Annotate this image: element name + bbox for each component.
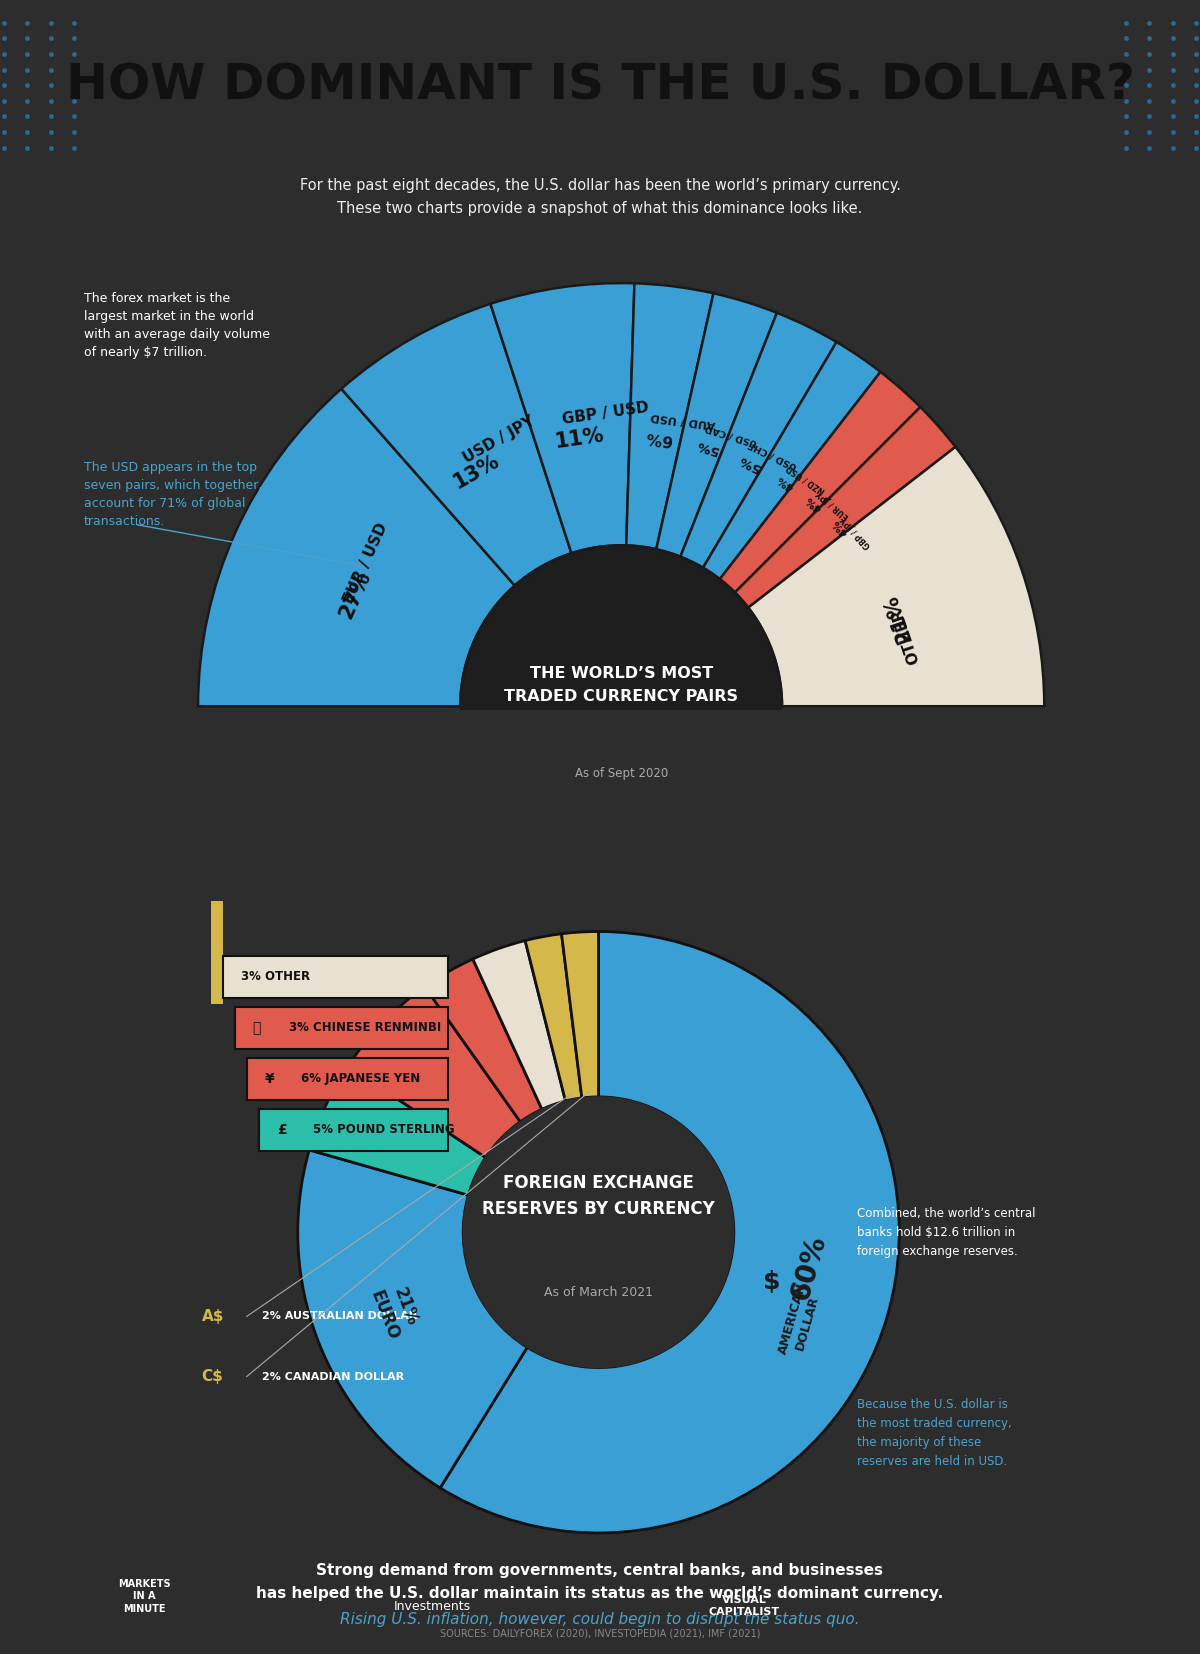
- Text: 5%: 5%: [737, 452, 762, 473]
- Text: The forex market is the
largest market in the world
with an average daily volume: The forex market is the largest market i…: [84, 291, 270, 359]
- Text: 13%: 13%: [450, 450, 503, 491]
- Text: THE WORLD’S MOST
TRADED CURRENCY PAIRS: THE WORLD’S MOST TRADED CURRENCY PAIRS: [504, 667, 738, 703]
- Bar: [222, 956, 448, 997]
- Wedge shape: [348, 987, 521, 1158]
- Text: 2% AUSTRALIAN DOLLAR: 2% AUSTRALIAN DOLLAR: [262, 1312, 418, 1322]
- Text: Strong demand from governments, central banks, and businesses
has helped the U.S: Strong demand from governments, central …: [257, 1563, 943, 1601]
- Wedge shape: [198, 389, 515, 706]
- Text: C$: C$: [202, 1370, 223, 1384]
- Text: For the past eight decades, the U.S. dollar has been the world’s primary currenc: For the past eight decades, the U.S. dol…: [300, 177, 900, 217]
- Text: MARKETS
IN A
MINUTE: MARKETS IN A MINUTE: [118, 1580, 170, 1614]
- Wedge shape: [734, 407, 955, 607]
- Text: 4%: 4%: [804, 493, 824, 513]
- Text: 5%: 5%: [695, 438, 720, 457]
- Circle shape: [463, 1097, 734, 1368]
- Wedge shape: [310, 1067, 486, 1196]
- Text: Rising U.S. inflation, however, could begin to disrupt the status quo.: Rising U.S. inflation, however, could be…: [340, 1613, 860, 1628]
- Wedge shape: [526, 935, 582, 1102]
- Bar: [259, 1108, 448, 1151]
- Text: 4%: 4%: [775, 473, 796, 491]
- Wedge shape: [440, 931, 899, 1533]
- Text: $: $: [763, 1270, 781, 1293]
- Text: Combined, the world’s central
banks hold $12.6 trillion in
foreign exchange rese: Combined, the world’s central banks hold…: [857, 1207, 1036, 1257]
- Text: 60%: 60%: [786, 1232, 830, 1303]
- Bar: [210, 796, 222, 1004]
- Text: 5% POUND STERLING: 5% POUND STERLING: [313, 1123, 455, 1136]
- Wedge shape: [461, 546, 782, 706]
- Text: As of Sept 2020: As of Sept 2020: [575, 767, 667, 781]
- Wedge shape: [749, 447, 1044, 706]
- Wedge shape: [680, 313, 836, 567]
- Wedge shape: [562, 931, 599, 1098]
- Bar: [247, 1059, 448, 1100]
- Wedge shape: [656, 293, 776, 557]
- Wedge shape: [720, 372, 920, 592]
- Wedge shape: [425, 959, 542, 1121]
- Text: SOURCES: DAILYFOREX (2020), INVESTOPEDIA (2021), IMF (2021): SOURCES: DAILYFOREX (2020), INVESTOPEDIA…: [439, 1628, 761, 1639]
- Text: USD / CHF: USD / CHF: [746, 440, 798, 471]
- Text: OTHER: OTHER: [889, 605, 922, 665]
- Text: GBP / USD: GBP / USD: [560, 400, 649, 427]
- Bar: [235, 1007, 448, 1049]
- Text: 2% CANADIAN DOLLAR: 2% CANADIAN DOLLAR: [262, 1371, 404, 1381]
- Text: 3% OTHER: 3% OTHER: [241, 971, 310, 982]
- Bar: [461, 701, 782, 711]
- Text: A$: A$: [202, 1308, 224, 1323]
- Text: 元: 元: [253, 1021, 262, 1035]
- Wedge shape: [491, 283, 635, 554]
- Text: ¥: ¥: [265, 1072, 275, 1087]
- Wedge shape: [626, 283, 714, 549]
- Wedge shape: [703, 342, 881, 579]
- Text: 3% CHINESE RENMINBI: 3% CHINESE RENMINBI: [289, 1021, 440, 1034]
- Text: EUR / USD: EUR / USD: [341, 521, 390, 605]
- Text: 4%: 4%: [830, 518, 850, 538]
- Text: USD / JPY: USD / JPY: [460, 414, 538, 466]
- Text: 6%: 6%: [643, 428, 672, 447]
- Text: Because the U.S. dollar is
the most traded currency,
the majority of these
reser: Because the U.S. dollar is the most trad…: [857, 1398, 1012, 1467]
- Text: VISUAL
CAPITALIST: VISUAL CAPITALIST: [708, 1594, 780, 1618]
- Wedge shape: [298, 1150, 527, 1489]
- Text: 6% JAPANESE YEN: 6% JAPANESE YEN: [301, 1072, 420, 1085]
- Text: 27%: 27%: [336, 567, 374, 622]
- Text: EUR / JPY: EUR / JPY: [816, 488, 851, 521]
- Text: £: £: [277, 1123, 287, 1136]
- Wedge shape: [341, 304, 571, 586]
- Text: 11%: 11%: [554, 425, 606, 452]
- Text: As of March 2021: As of March 2021: [544, 1285, 653, 1298]
- Text: AMERICAN
DOLLAR: AMERICAN DOLLAR: [776, 1282, 824, 1360]
- Text: Investments: Investments: [394, 1599, 470, 1613]
- Text: HOW DOMINANT IS THE U.S. DOLLAR?: HOW DOMINANT IS THE U.S. DOLLAR?: [66, 61, 1134, 109]
- Wedge shape: [473, 941, 565, 1110]
- Text: NZD / USD: NZD / USD: [785, 463, 827, 495]
- Text: USD / CAD: USD / CAD: [704, 422, 758, 447]
- Text: 21%
EURO: 21% EURO: [367, 1280, 424, 1343]
- Text: 21%: 21%: [880, 592, 914, 645]
- Text: The USD appears in the top
seven pairs, which together,
account for 71% of globa: The USD appears in the top seven pairs, …: [84, 461, 262, 528]
- Text: GBP / JPY: GBP / JPY: [840, 514, 874, 551]
- Text: FOREIGN EXCHANGE
RESERVES BY CURRENCY: FOREIGN EXCHANGE RESERVES BY CURRENCY: [482, 1174, 715, 1219]
- Text: AUD / USD: AUD / USD: [650, 410, 716, 428]
